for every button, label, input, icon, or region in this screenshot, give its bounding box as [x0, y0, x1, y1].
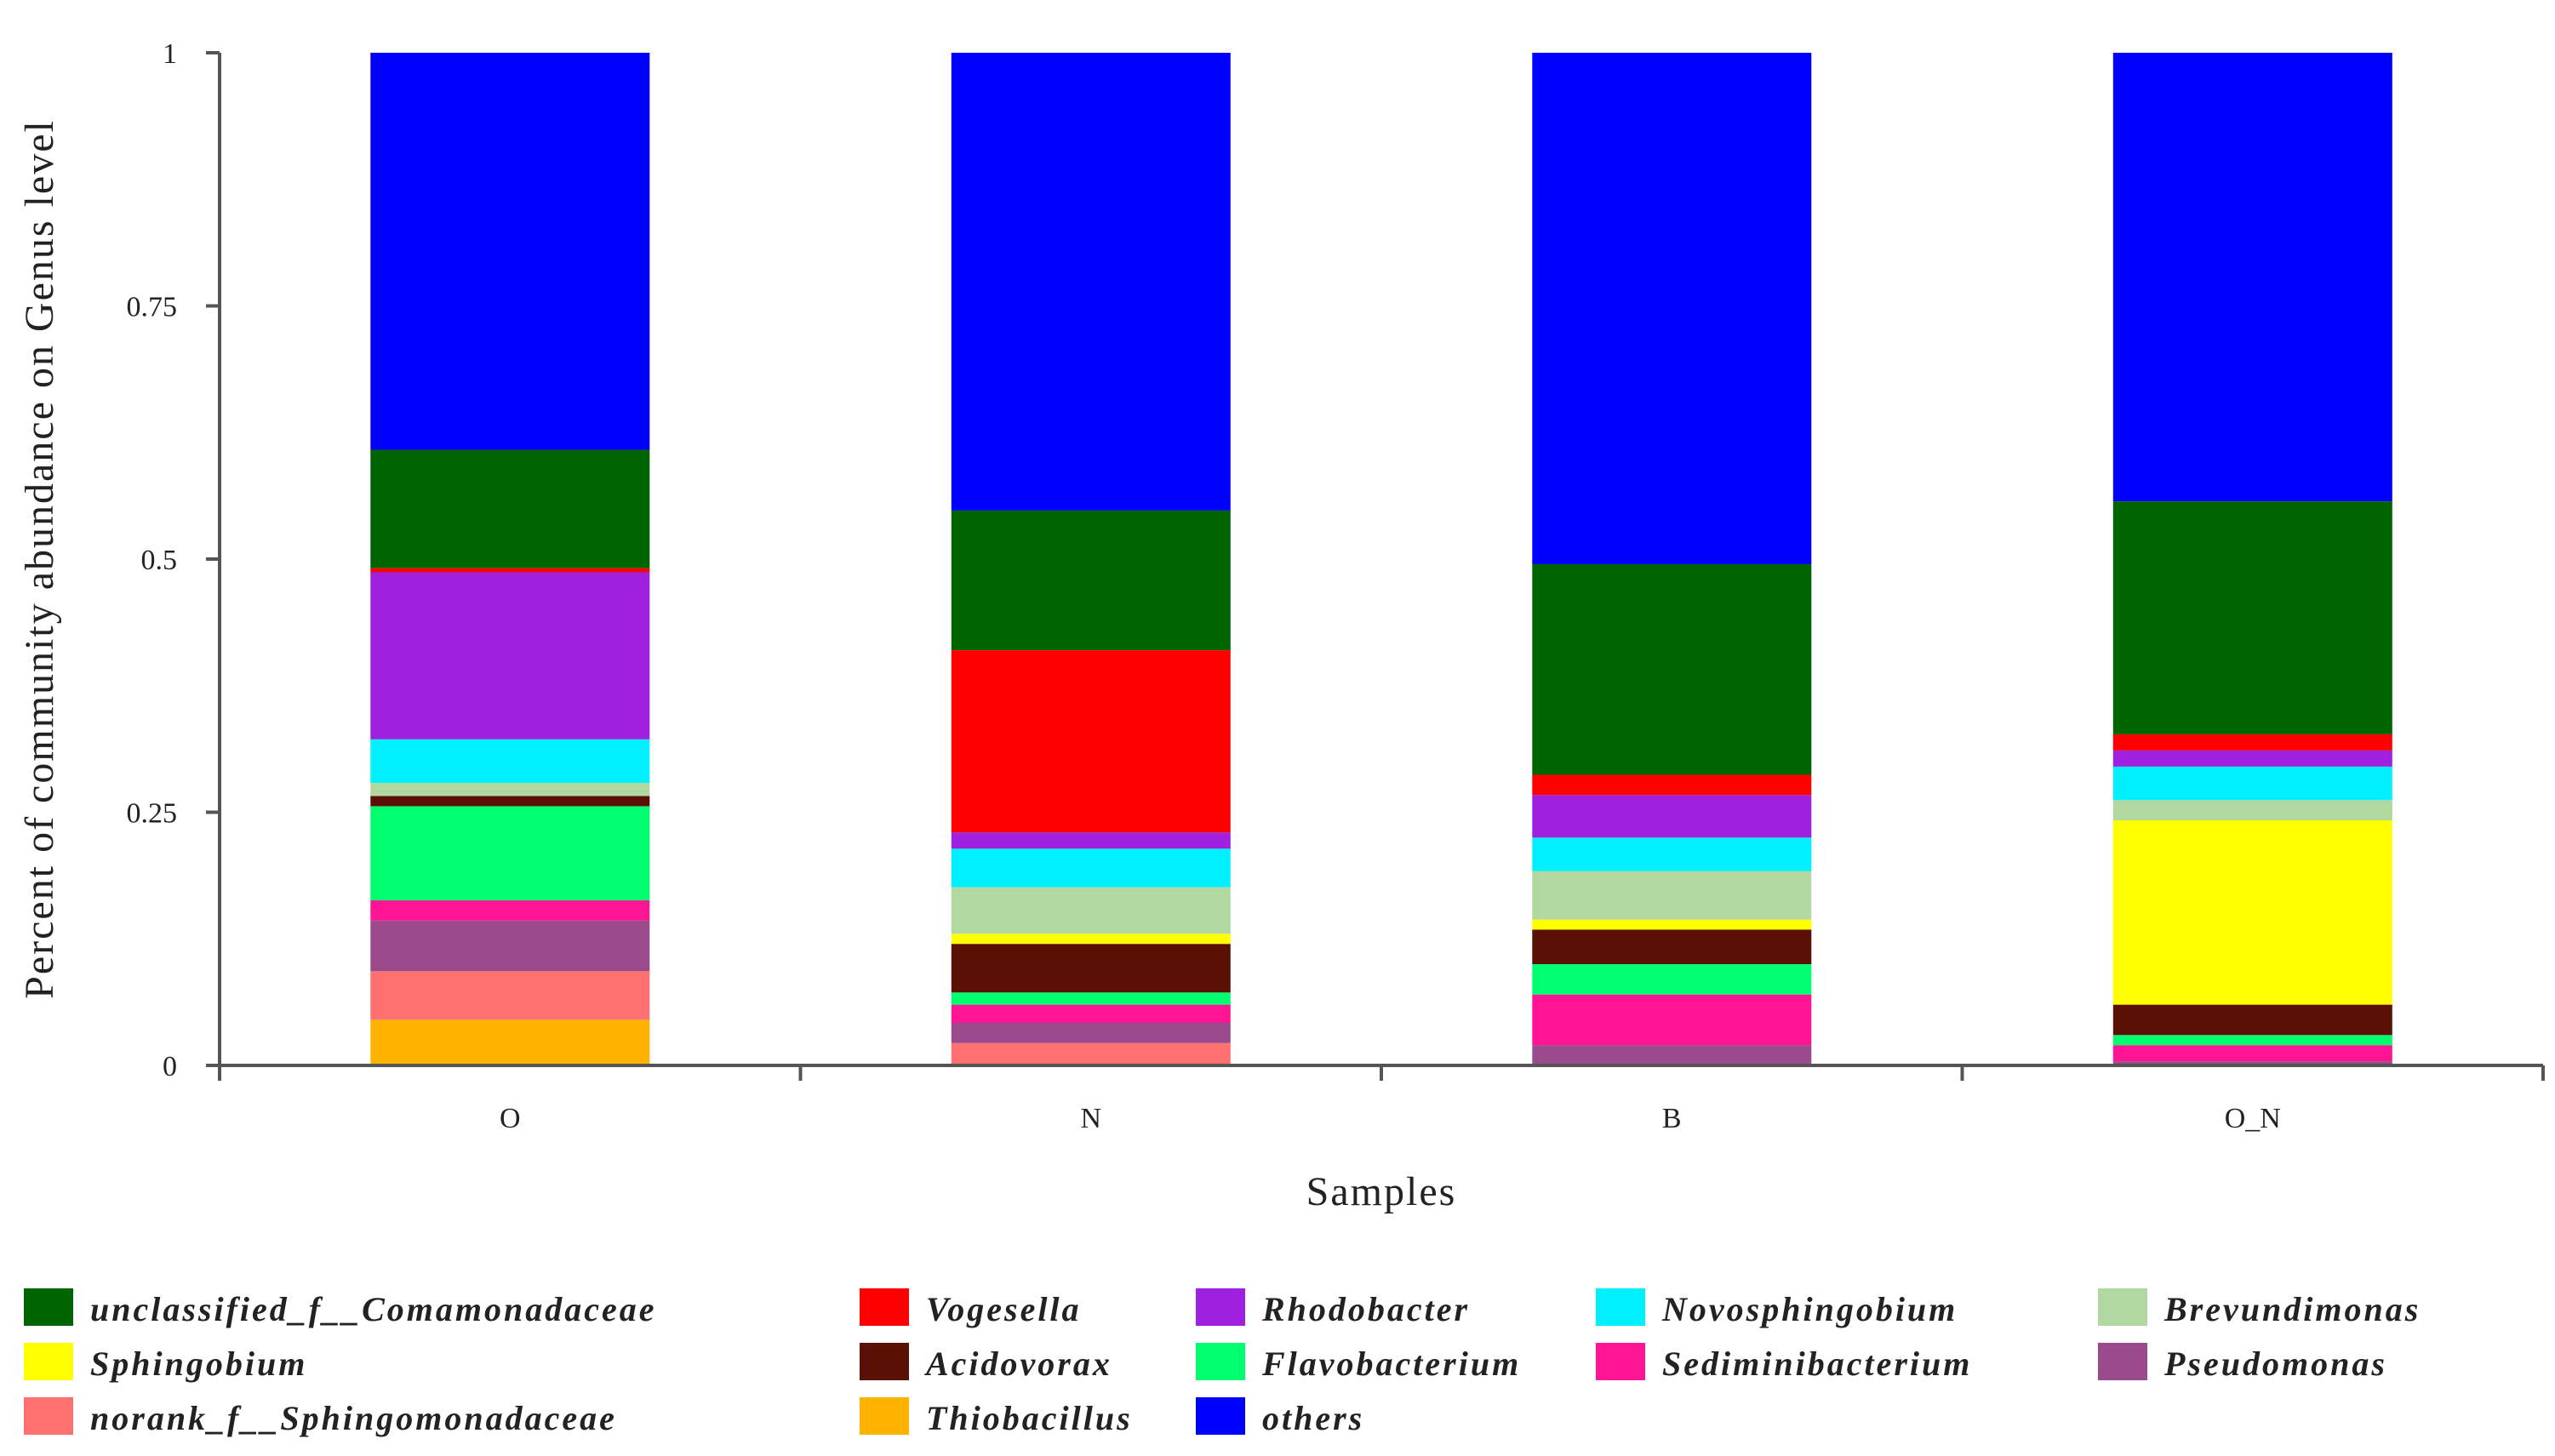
bar-segment-O-others — [370, 53, 650, 450]
y-tick-label: 0.75 — [127, 292, 178, 323]
bar-segment-O-Pseudomonas — [370, 920, 650, 972]
bar-segment-O_N-Rhodobacter — [2112, 750, 2392, 767]
bar-segment-N-Flavobacterium — [951, 992, 1231, 1005]
bar-segment-O_N-Flavobacterium — [2112, 1035, 2392, 1046]
bar-segment-N-Sphingobium — [951, 934, 1231, 945]
bar-segment-B-Pseudomonas — [1532, 1045, 1812, 1065]
bar-segment-B-others — [1532, 53, 1812, 564]
bar-segment-O_N-Sediminibacterium — [2112, 1045, 2392, 1062]
bar-segment-O-Vogesella — [370, 568, 650, 573]
legend-swatch — [860, 1343, 909, 1380]
bar-segment-N-Acidovorax — [951, 944, 1231, 993]
bar-segment-N-norank_f__Sphingomonadaceae — [951, 1042, 1231, 1065]
bar-segment-O-norank_f__Sphingomonadaceae — [370, 971, 650, 1020]
bar-segment-O-Flavobacterium — [370, 806, 650, 901]
bar-segment-O_N-Novosphingobium — [2112, 766, 2392, 801]
legend-label: Novosphingobium — [1661, 1290, 1958, 1328]
bar-segment-O_N-Vogesella — [2112, 734, 2392, 751]
legend-swatch — [1196, 1288, 1245, 1326]
legend: unclassified_f__Comamonadaceae Vogesella R… — [24, 1288, 2421, 1437]
bar-segment-O_N-Sphingobium — [2112, 820, 2392, 1005]
bar-segment-O-Rhodobacter — [370, 572, 650, 739]
y-axis-title: Percent of community abundance on Genus … — [17, 119, 62, 999]
bar-segment-B-Novosphingobium — [1532, 837, 1812, 871]
bar-segment-O-Sediminibacterium — [370, 900, 650, 921]
bar-segment-N-Pseudomonas — [951, 1023, 1231, 1043]
bar-segment-N-unclassified_f__Comamonadaceae — [951, 510, 1231, 651]
bar-segment-O_N-unclassified_f__Comamonadaceae — [2112, 501, 2392, 734]
legend-label: others — [1262, 1399, 1364, 1437]
bar-segment-O-Thiobacillus — [370, 1019, 650, 1065]
legend-swatch — [2098, 1288, 2147, 1326]
bar-segment-N-Brevundimonas — [951, 887, 1231, 934]
y-tick-label: 0.5 — [141, 545, 178, 576]
bar-segment-B-Acidovorax — [1532, 929, 1812, 964]
legend-label: norank_f__Sphingomonadaceae — [90, 1399, 617, 1437]
bar-segment-B-Flavobacterium — [1532, 964, 1812, 995]
legend-swatch — [1196, 1397, 1245, 1435]
bar-segment-B-unclassified_f__Comamonadaceae — [1532, 564, 1812, 775]
legend-label: Sediminibacterium — [1662, 1345, 1972, 1383]
bar-segment-O_N-Acidovorax — [2112, 1004, 2392, 1036]
legend-label: Vogesella — [926, 1290, 1082, 1328]
x-tick-label: B — [1662, 1103, 1682, 1134]
legend-swatch — [1596, 1288, 1645, 1326]
tick-labels: 0 0.25 0.5 0.75 1 O N B O_N — [127, 38, 2281, 1134]
bar-segment-O-Acidovorax — [370, 796, 650, 807]
bar-segment-B-Rhodobacter — [1532, 795, 1812, 838]
legend-label: Brevundimonas — [2163, 1290, 2421, 1328]
y-tick-label: 0 — [163, 1051, 177, 1082]
legend-swatch — [860, 1397, 909, 1435]
x-tick-label: O — [500, 1103, 521, 1134]
legend-label: unclassified_f__Comamonadaceae — [90, 1290, 657, 1328]
bar-segment-B-Vogesella — [1532, 774, 1812, 796]
legend-label: Sphingobium — [90, 1345, 307, 1383]
y-tick-label: 0.25 — [127, 798, 178, 830]
bar-segment-O_N-Brevundimonas — [2112, 800, 2392, 820]
legend-label: Acidovorax — [923, 1345, 1112, 1383]
bar-segment-B-Sphingobium — [1532, 919, 1812, 930]
legend-swatch — [860, 1288, 909, 1326]
bar-segment-N-others — [951, 53, 1231, 511]
bar-segment-B-Sediminibacterium — [1532, 994, 1812, 1046]
bar-segment-O_N-others — [2112, 53, 2392, 502]
legend-label: Rhodobacter — [1261, 1290, 1470, 1328]
legend-label: Flavobacterium — [1261, 1345, 1521, 1383]
bar-segment-O-Novosphingobium — [370, 739, 650, 783]
bar-segment-N-Sediminibacterium — [951, 1004, 1231, 1023]
legend-label: Thiobacillus — [926, 1399, 1133, 1437]
legend-swatch — [24, 1397, 73, 1435]
legend-swatch — [1196, 1343, 1245, 1380]
legend-swatch — [24, 1343, 73, 1380]
x-tick-label: N — [1080, 1103, 1101, 1134]
bar-segment-O-Brevundimonas — [370, 783, 650, 797]
x-tick-label: O_N — [2225, 1103, 2281, 1134]
legend-swatch — [2098, 1343, 2147, 1380]
bar-segment-N-Vogesella — [951, 650, 1231, 833]
y-tick-label: 1 — [163, 38, 177, 70]
bar-segment-O_N-Pseudomonas — [2112, 1061, 2392, 1065]
x-axis-title: Samples — [1306, 1169, 1457, 1214]
legend-swatch — [1596, 1343, 1645, 1380]
bar-segments — [370, 53, 2392, 1065]
legend-swatch — [24, 1288, 73, 1326]
axes — [206, 51, 2545, 1081]
legend-label: Pseudomonas — [2163, 1345, 2387, 1383]
bar-segment-B-Brevundimonas — [1532, 871, 1812, 920]
bar-segment-N-Rhodobacter — [951, 832, 1231, 849]
bar-segment-N-Novosphingobium — [951, 848, 1231, 888]
bar-segment-O-unclassified_f__Comamonadaceae — [370, 449, 650, 568]
